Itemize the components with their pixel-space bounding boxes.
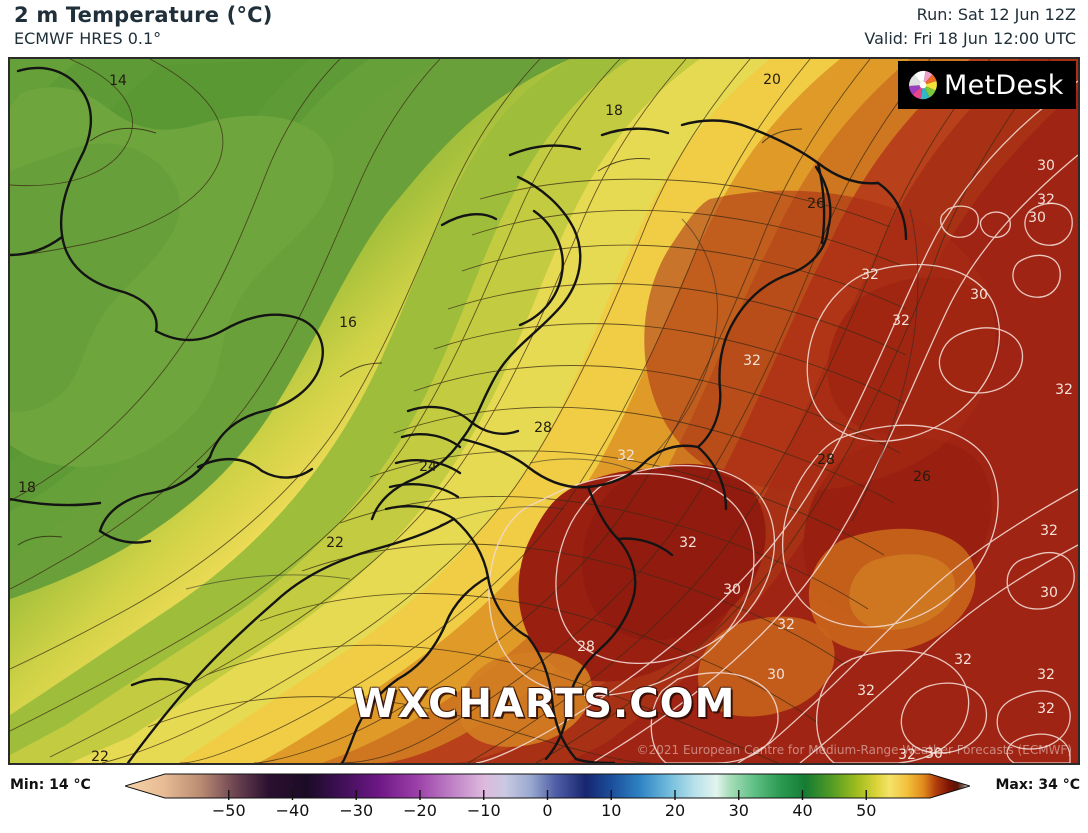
contour-label: 32 [1040,523,1058,539]
colorbar-max-label: Max: 34 °C [995,777,1080,793]
metdesk-logo[interactable]: MetDesk [898,61,1076,109]
coastlines [10,66,908,763]
header-right: Run: Sat 12 Jun 12Z Valid: Fri 18 Jun 12… [864,2,1076,50]
contour-label: 32 [679,535,697,551]
temperature-map[interactable]: 14 16 18 18 20 22 22 24 26 26 28 28 28 30 30 30 30 30 30 30… [8,57,1080,765]
metdesk-logo-text: MetDesk [944,69,1064,101]
colorbar-min-label: Min: 14 °C [10,777,91,793]
contour-label: 20 [763,72,781,88]
colorbar-tick-label: −50 [211,801,246,820]
colorbar-tick-label: 40 [792,801,813,820]
valid-time: Valid: Fri 18 Jun 12:00 UTC [864,29,1076,48]
contour-label: 32 [1037,701,1055,717]
contour-label: 30 [723,582,741,598]
copyright-notice: ©2021 European Centre for Medium-Range W… [636,743,1072,757]
contour-label: 32 [1055,382,1073,398]
colorbar-gradient[interactable] [125,772,970,800]
contour-label: 30 [970,287,988,303]
contour-label: 30 [925,746,943,762]
contour-label: 32 [861,267,879,283]
wxcharts-watermark: WXCHARTS.COM [352,681,736,727]
contour-label: 30 [1040,585,1058,601]
colorbar-tick-label: 50 [856,801,877,820]
pinwheel-icon [906,68,940,102]
colorbar-tick-label: −40 [275,801,310,820]
contour-label: 32 [892,313,910,329]
colorbar-tick-label: 10 [601,801,622,820]
uk-landmass-shading [10,87,334,467]
colorbar-tick-label: 20 [664,801,686,820]
contour-label: 32 [617,448,635,464]
contour-label: 22 [91,749,109,763]
colorbar-tick-label: −30 [339,801,374,820]
contour-lines-white [475,80,1078,763]
contour-label: 32 [743,353,761,369]
contour-label: 14 [109,73,127,89]
contour-label: 32 [777,617,795,633]
contour-label: 30 [767,667,785,683]
contour-label: 18 [18,480,36,496]
colorbar-tick-label: −20 [403,801,437,820]
contour-label: 28 [817,452,835,468]
colorbar-area: Min: 14 °C Max: 34 °C −50 −40 −30 −20 −10 0 10… [0,767,1088,833]
internal-borders [185,208,919,590]
contour-label: 32 [954,652,972,668]
contour-label: 30 [1028,210,1046,226]
colorbar-tick-label: 0 [542,801,553,820]
contour-label: 32 [857,683,875,699]
contour-label: 26 [913,469,931,485]
colorbar-tick-label: 30 [728,801,749,820]
contour-lines-labeled-dark [17,127,803,546]
contour-label: 32 [898,747,916,763]
contour-label-group: 14 16 18 18 20 22 22 24 26 26 28 28 28 30 30 30 30 30 30 30… [18,72,1073,763]
contour-label: 18 [605,103,623,119]
warm-pockets [458,528,976,747]
map-canvas: 14 16 18 18 20 22 22 24 26 26 28 28 28 30 30 30 30 30 30 30… [10,59,1078,763]
colorbar-tick-labels: −50 −40 −30 −20 −10 0 10 20 30 40 50 [125,801,970,827]
contour-label: 26 [807,196,825,212]
page-title: 2 m Temperature (°C) [14,3,273,27]
heat-core-patches [518,190,1002,682]
contour-label: 24 [419,459,437,475]
model-subtitle: ECMWF HRES 0.1° [14,29,162,48]
chart-header: 2 m Temperature (°C) ECMWF HRES 0.1° Run… [0,0,1088,57]
contour-lines-dark [10,59,1051,763]
contour-label: 28 [534,420,552,436]
contour-label: 28 [577,639,595,655]
contour-label: 32 [1037,192,1055,208]
contour-label: 22 [326,535,344,551]
contour-label: 16 [339,315,357,331]
header-left: 2 m Temperature (°C) ECMWF HRES 0.1° [14,2,273,50]
contour-label: 32 [1037,667,1055,683]
colorbar-tick-label: −10 [466,801,501,820]
run-time: Run: Sat 12 Jun 12Z [916,5,1076,24]
contour-label: 30 [1037,158,1055,174]
